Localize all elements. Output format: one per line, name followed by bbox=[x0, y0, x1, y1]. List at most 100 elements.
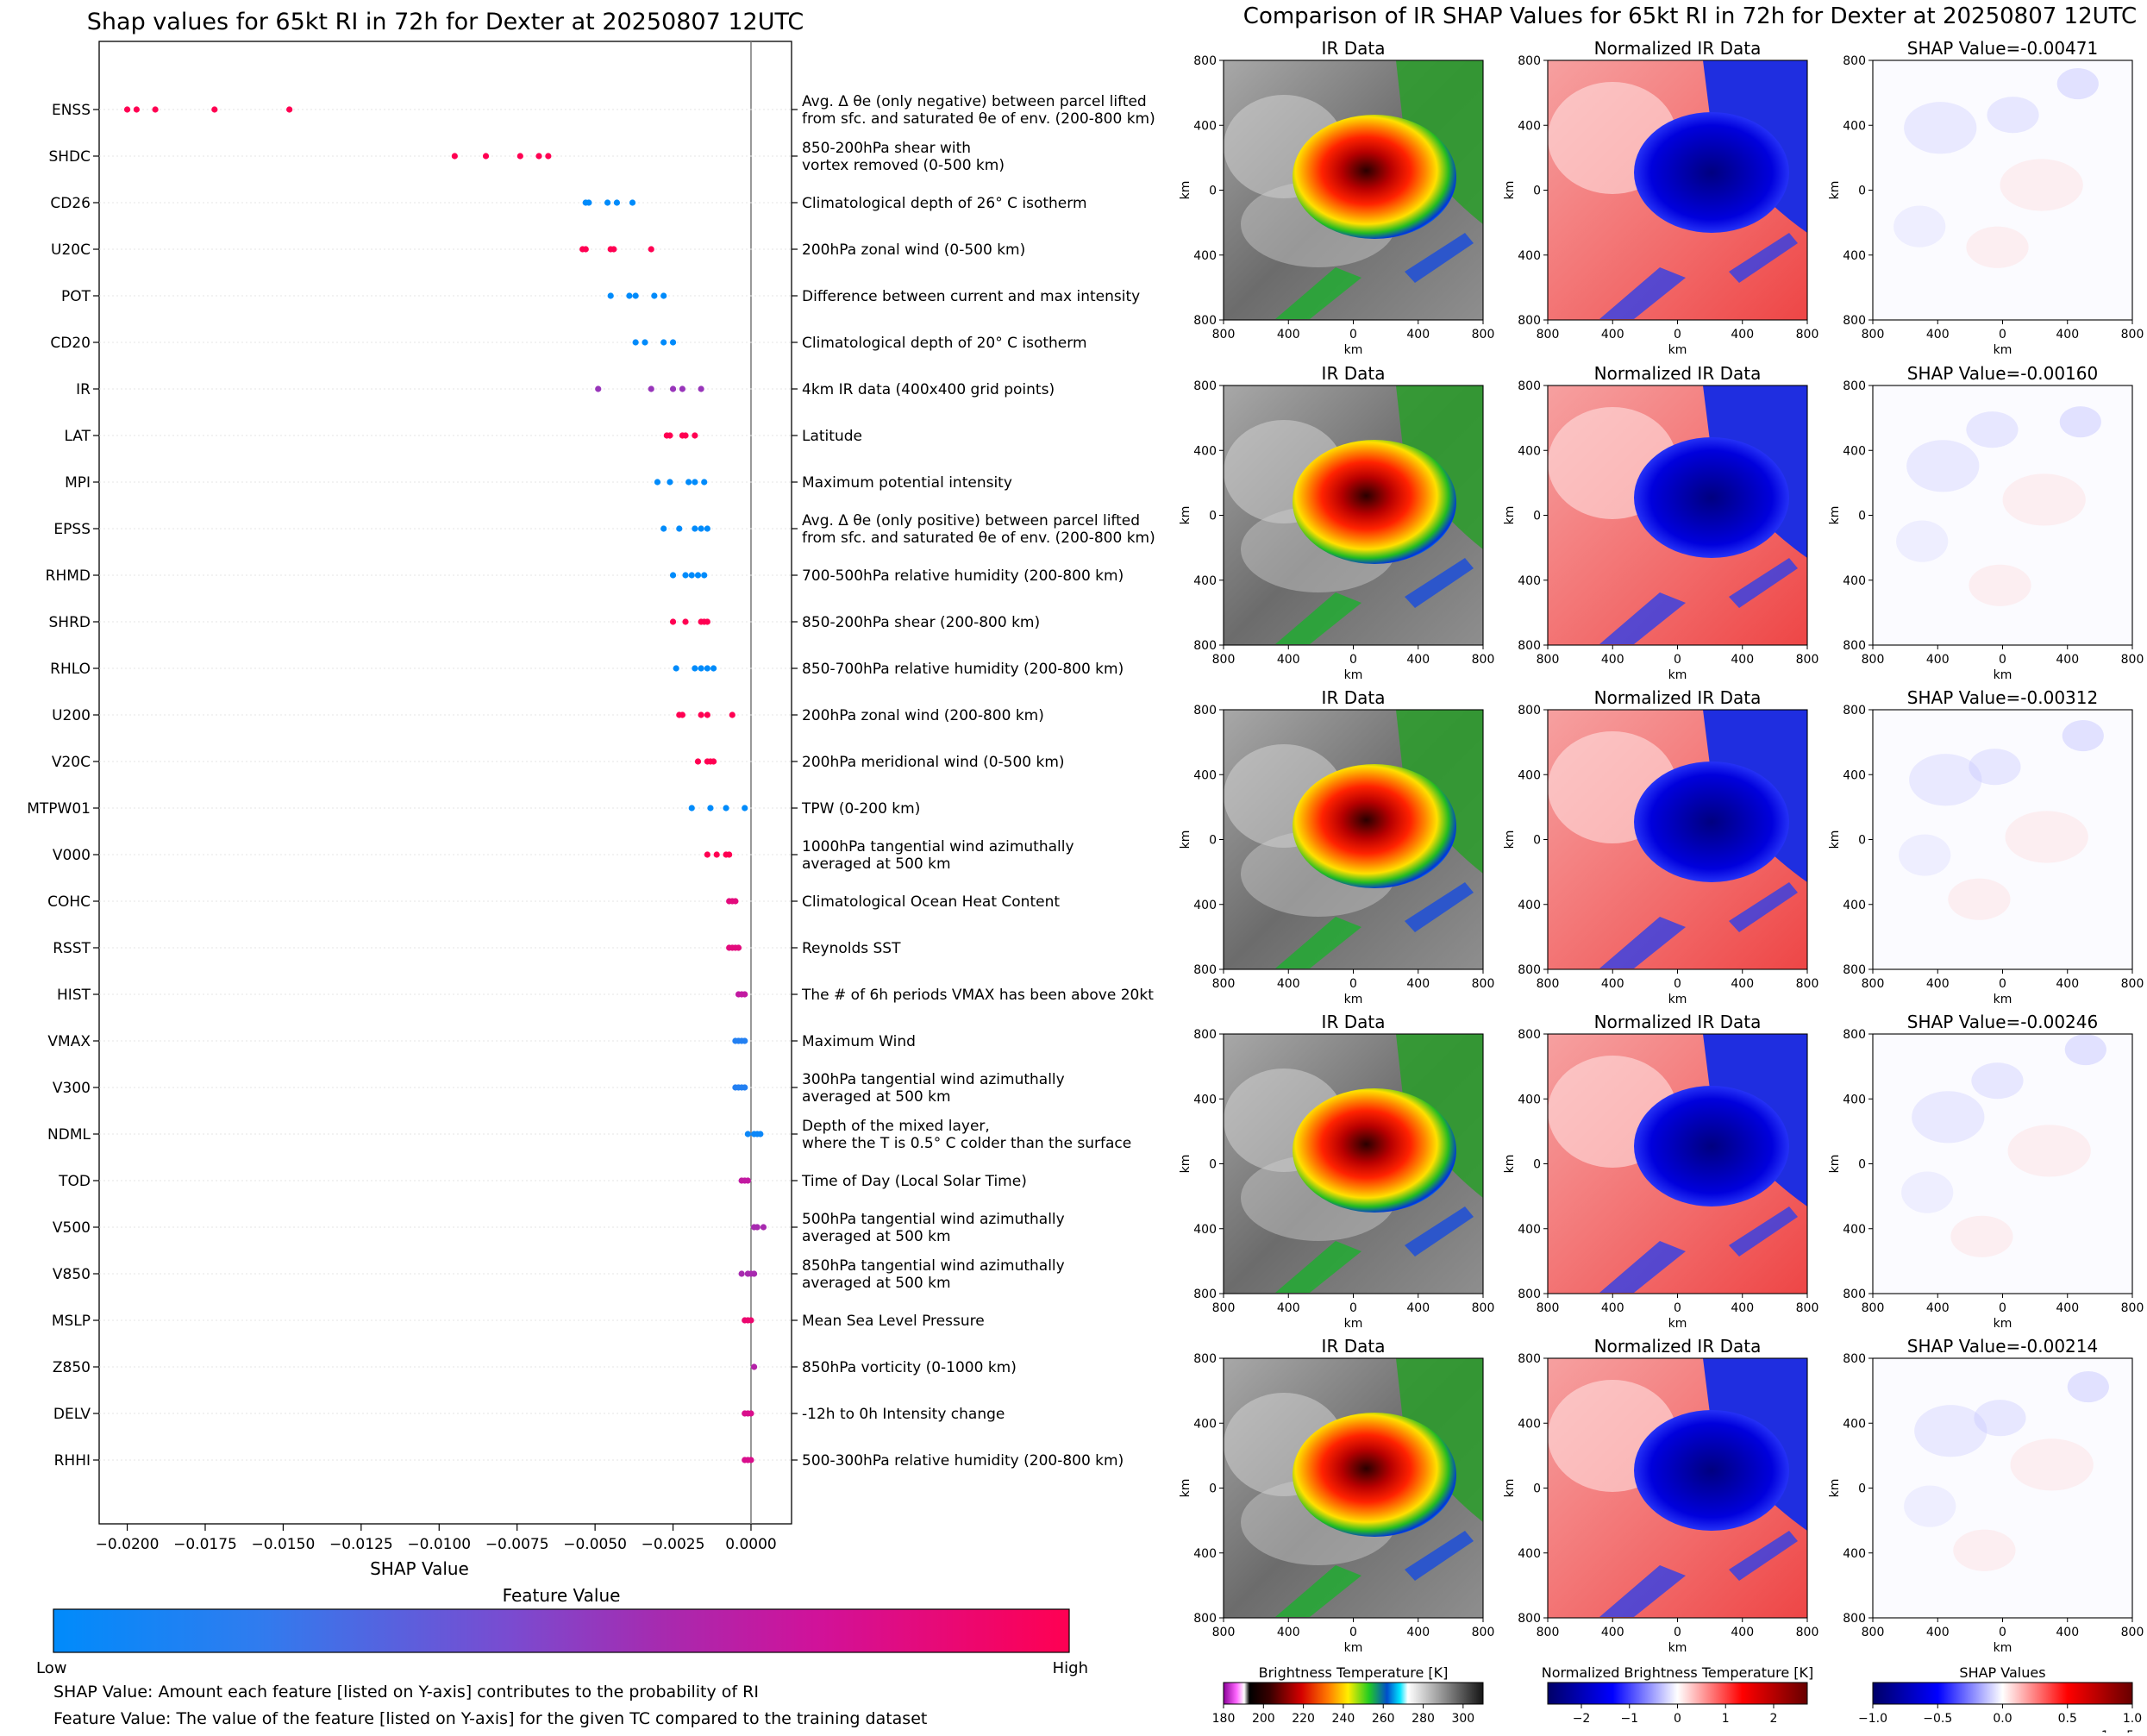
x-tick-label: 400 bbox=[2056, 653, 2079, 667]
x-tick-label: 0.0000 bbox=[725, 1536, 776, 1553]
x-tick-label: 800 bbox=[2121, 1301, 2144, 1315]
y-tick-label: 400 bbox=[1843, 119, 1866, 133]
storm-core bbox=[1634, 1086, 1789, 1206]
x-tick-label: 400 bbox=[1601, 1626, 1624, 1639]
feature-description-epss: from sfc. and saturated θe of env. (200-… bbox=[802, 530, 1155, 547]
colorbar-label-shap-values: SHAP Values bbox=[1959, 1664, 2045, 1681]
comparison-title: Comparison of IR SHAP Values for 65kt RI… bbox=[1243, 3, 2137, 29]
x-tick-label: 400 bbox=[2056, 1626, 2079, 1639]
shap-patch bbox=[1896, 520, 1949, 562]
x-tick-label: 400 bbox=[1926, 1626, 1950, 1639]
shap-point-ir bbox=[679, 385, 686, 392]
shap-point-u200 bbox=[729, 711, 735, 718]
x-axis-unit: km bbox=[1668, 1317, 1687, 1331]
shap-point-v20c bbox=[710, 758, 717, 765]
x-tick-label: 400 bbox=[1731, 1626, 1754, 1639]
feature-label-v500: V500 bbox=[53, 1219, 91, 1237]
shap-point-epss bbox=[676, 525, 683, 532]
y-tick-label: 400 bbox=[1518, 249, 1541, 263]
shap-patch bbox=[1914, 1405, 1987, 1457]
y-tick-label: 800 bbox=[1518, 1352, 1541, 1366]
shap-point-cd20 bbox=[669, 339, 677, 346]
x-axis-unit: km bbox=[1994, 993, 2012, 1006]
shap-point-rhmd bbox=[682, 572, 689, 579]
y-tick-label: 800 bbox=[1843, 1288, 1866, 1301]
shap-patch bbox=[1901, 1171, 1954, 1213]
storm-core bbox=[1634, 1410, 1789, 1531]
panel-title-ir: IR Data bbox=[1322, 687, 1386, 708]
shap-point-cohc bbox=[732, 898, 739, 905]
y-tick-label: 0 bbox=[1533, 1158, 1541, 1172]
rainband bbox=[1275, 592, 1361, 644]
shap-point-ndml bbox=[744, 1131, 751, 1137]
feature-description-rsst: Reynolds SST bbox=[802, 940, 901, 957]
y-tick-label: 400 bbox=[1843, 249, 1866, 263]
feature-label-lat: LAT bbox=[64, 428, 91, 445]
feature-label-mpi: MPI bbox=[65, 474, 91, 492]
shap-point-mpi bbox=[654, 479, 661, 486]
x-tick-label: 800 bbox=[1472, 328, 1495, 342]
shap-point-shdc bbox=[451, 153, 458, 160]
y-tick-label: 400 bbox=[1843, 899, 1866, 912]
shap-point-enss bbox=[286, 106, 293, 113]
y-tick-label: 0 bbox=[1533, 510, 1541, 523]
y-tick-label: 400 bbox=[1193, 899, 1217, 912]
x-tick-label: 800 bbox=[1472, 1301, 1495, 1315]
feature-label-shdc: SHDC bbox=[48, 148, 91, 166]
x-tick-label: 800 bbox=[2121, 653, 2144, 667]
shap-point-mtpw01 bbox=[688, 805, 695, 812]
y-tick-label: 800 bbox=[1193, 314, 1217, 328]
shap-patch bbox=[1912, 1091, 1985, 1144]
feature-description-v300: 300hPa tangential wind azimuthally bbox=[802, 1071, 1065, 1088]
colorbar-normalized-brightness-temperature-k bbox=[1547, 1682, 1808, 1705]
shap-point-shrd bbox=[704, 618, 710, 625]
x-tick-label: 800 bbox=[1537, 977, 1560, 991]
x-tick-label: 400 bbox=[1406, 1301, 1430, 1315]
y-axis-unit: km bbox=[1828, 181, 1842, 200]
feature-description-mtpw01: TPW (0-200 km) bbox=[801, 800, 920, 818]
shap-point-cd26 bbox=[613, 199, 621, 206]
y-tick-label: 400 bbox=[1518, 574, 1541, 588]
x-tick-label: 0 bbox=[1999, 328, 2006, 342]
y-tick-label: 800 bbox=[1193, 1352, 1217, 1366]
feature-description-v500: 500hPa tangential wind azimuthally bbox=[802, 1211, 1065, 1228]
feature-label-u20c: U20C bbox=[51, 241, 91, 259]
x-tick-label: −0.0025 bbox=[642, 1536, 705, 1553]
panel-title-normalized: Normalized IR Data bbox=[1594, 687, 1762, 708]
shap-point-hist bbox=[742, 991, 748, 998]
feature-description-cd26: Climatological depth of 26° C isotherm bbox=[802, 195, 1087, 212]
x-tick-label: 0 bbox=[1674, 977, 1681, 991]
y-tick-label: 400 bbox=[1518, 1223, 1541, 1237]
y-tick-label: 800 bbox=[1518, 639, 1541, 653]
y-tick-label: 800 bbox=[1518, 1028, 1541, 1042]
colorbar-tick-label: 240 bbox=[1332, 1712, 1355, 1726]
panel-row: IR Data80080040040000400400800800kmkmNor… bbox=[1179, 1336, 2144, 1655]
colorbar-tick-label: 260 bbox=[1372, 1712, 1395, 1726]
y-tick-label: 0 bbox=[1858, 510, 1866, 523]
shap-point-v850 bbox=[750, 1270, 758, 1277]
panel-title-shap: SHAP Value=-0.00312 bbox=[1907, 687, 2098, 708]
colorbar-tick-label: 280 bbox=[1412, 1712, 1435, 1726]
rainband bbox=[1405, 558, 1474, 608]
colorbar-tick-label: 220 bbox=[1292, 1712, 1315, 1726]
y-axis-unit: km bbox=[1828, 1479, 1842, 1498]
colorbar-high-label: High bbox=[1053, 1659, 1088, 1677]
feature-description-hist: The # of 6h periods VMAX has been above … bbox=[801, 987, 1154, 1004]
x-tick-label: 400 bbox=[1731, 1301, 1754, 1315]
feature-label-hist: HIST bbox=[57, 987, 91, 1004]
x-tick-label: 0 bbox=[1674, 328, 1681, 342]
x-tick-label: −0.0100 bbox=[407, 1536, 471, 1553]
panel-title-shap: SHAP Value=-0.00214 bbox=[1907, 1336, 2098, 1357]
shap-point-v500 bbox=[760, 1224, 767, 1231]
shap-plot-frame bbox=[98, 41, 792, 1525]
y-tick-label: 0 bbox=[1209, 185, 1217, 198]
shap-patch bbox=[1909, 754, 1982, 806]
panel-title-shap: SHAP Value=-0.00246 bbox=[1907, 1012, 2098, 1032]
x-tick-label: 400 bbox=[1731, 977, 1754, 991]
shap-point-mpi bbox=[685, 479, 692, 486]
y-tick-label: 800 bbox=[1843, 314, 1866, 328]
y-tick-label: 0 bbox=[1209, 1158, 1217, 1172]
rainband bbox=[1599, 917, 1686, 968]
feature-label-epss: EPSS bbox=[53, 521, 91, 538]
x-axis-unit: km bbox=[1668, 993, 1687, 1006]
